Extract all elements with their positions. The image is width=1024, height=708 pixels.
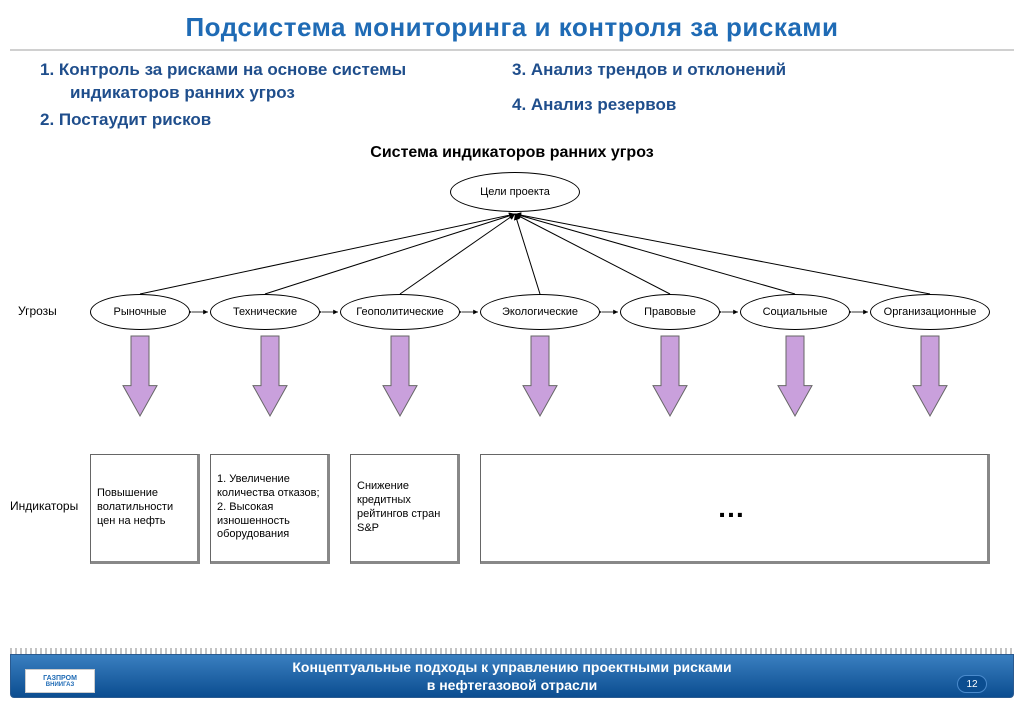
slide-title: Подсистема мониторинга и контроля за рис…	[0, 0, 1024, 49]
footer-bar: ГАЗПРОМ ВНИИГАЗ Концептуальные подходы к…	[10, 654, 1014, 698]
list-column-right: 3. Анализ трендов и отклонений 4. Анализ…	[512, 59, 984, 136]
list-item-1: 1. Контроль за рисками на основе системы…	[40, 59, 512, 105]
footer-line-2: в нефтегазовой отрасли	[427, 677, 598, 693]
gazprom-logo: ГАЗПРОМ ВНИИГАЗ	[25, 669, 95, 693]
numbered-list-area: 1. Контроль за рисками на основе системы…	[0, 51, 1024, 140]
diagram-subtitle: Система индикаторов ранних угроз	[0, 144, 1024, 162]
list-item-3: 3. Анализ трендов и отклонений	[512, 59, 984, 82]
list-item-2: 2. Постаудит рисков	[40, 109, 512, 132]
threat-node-2: Геополитические	[340, 294, 460, 330]
footer-line-1: Концептуальные подходы к управлению прое…	[292, 659, 731, 675]
side-label-threats: Угрозы	[18, 304, 57, 318]
indicator-box-2: Снижение кредитных рейтингов стран S&P	[350, 454, 460, 564]
page-number: 12	[957, 675, 987, 693]
list-item-4: 4. Анализ резервов	[512, 94, 984, 117]
footer-text: Концептуальные подходы к управлению прое…	[292, 658, 731, 694]
logo-line-2: ВНИИГАЗ	[46, 682, 74, 688]
indicator-box-0: Повышение волатильности цен на нефть	[90, 454, 200, 564]
diagram-canvas: Цели проекта Рыночные Технические Геополити…	[10, 164, 1014, 584]
side-label-indicators: Индикаторы	[10, 499, 78, 513]
threat-node-6: Организационные	[870, 294, 990, 330]
logo-line-1: ГАЗПРОМ	[43, 675, 77, 682]
threat-node-4: Правовые	[620, 294, 720, 330]
threat-node-0: Рыночные	[90, 294, 190, 330]
indicator-box-1: 1. Увеличение количества отказов; 2. Выс…	[210, 454, 330, 564]
threat-node-3: Экологические	[480, 294, 600, 330]
indicator-box-3: …	[480, 454, 990, 564]
root-node: Цели проекта	[450, 172, 580, 212]
threat-node-1: Технические	[210, 294, 320, 330]
footer: ГАЗПРОМ ВНИИГАЗ Концептуальные подходы к…	[0, 648, 1024, 708]
threat-node-5: Социальные	[740, 294, 850, 330]
list-column-left: 1. Контроль за рисками на основе системы…	[40, 59, 512, 136]
